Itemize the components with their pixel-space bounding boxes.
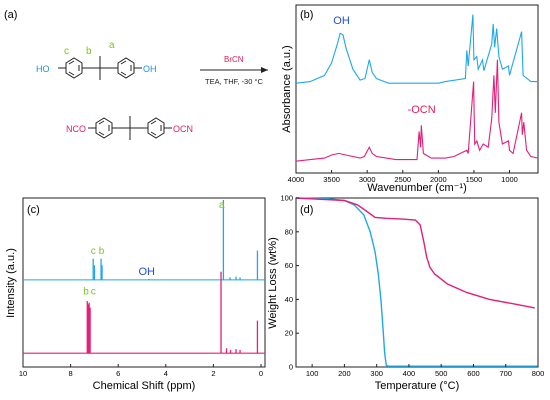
panel-c-xtick-label-5: 0 xyxy=(259,369,263,378)
panel-b-xtick-label-1: 3500 xyxy=(323,175,340,184)
panel-c-annotation-3: a xyxy=(219,200,225,211)
panel-b-label: (b) xyxy=(300,9,313,21)
panel-d: (d) 100 200 300 400 500 600 700 800 0 20 40 60 80 10… xyxy=(267,194,544,393)
reactant-ring-left xyxy=(65,57,83,79)
product-ring-right xyxy=(147,117,165,139)
panel-d-ytick-label-0: 0 xyxy=(289,363,293,372)
panel-a: (a) HO OH c b a BrCN TEA, THF, -30 °C xyxy=(4,9,268,140)
panel-d-ytick-label-5: 100 xyxy=(280,194,293,203)
panel-d-xtick-label-6: 700 xyxy=(499,369,512,378)
panel-b-ylabel: Absorbance (a.u.) xyxy=(281,45,293,132)
panel-c-xtick-label-1: 8 xyxy=(69,369,73,378)
panel-c-frame xyxy=(22,197,266,368)
panel-b-xtick-label-3: 2500 xyxy=(394,175,411,184)
panel-c-annotation-5: c xyxy=(91,287,96,298)
nco-group-left: NCO xyxy=(66,124,86,134)
panel-d-xtick-label-7: 800 xyxy=(532,369,545,378)
panel-b-xtick-label-0: 4000 xyxy=(288,175,305,184)
panel-d-frame xyxy=(295,197,539,368)
panel-b-series xyxy=(295,14,539,162)
ho-group-left: HO xyxy=(36,64,50,74)
panel-b-xtick-label-5: 1500 xyxy=(466,175,483,184)
site-label-a: a xyxy=(109,40,115,51)
panel-d-xtick-label-4: 500 xyxy=(435,369,448,378)
panel-c-annotation-0: c xyxy=(91,246,96,257)
panel-d-series xyxy=(295,197,538,367)
panel-c-annotation-2: OH xyxy=(139,266,156,278)
reactant-structure xyxy=(58,56,142,80)
panel-d-xtick-label-1: 200 xyxy=(338,369,351,378)
panel-c-annotation-1: b xyxy=(99,246,105,257)
panel-c-xtick-label-2: 6 xyxy=(116,369,120,378)
product-structure xyxy=(88,116,172,140)
panel-d-xlabel: Temperature (°C) xyxy=(375,380,459,392)
ocn-group-right: OCN xyxy=(173,124,193,134)
panel-c-xtick-label-3: 4 xyxy=(164,369,168,378)
panel-d-ylabel: Weight Loss (wt%) xyxy=(267,237,279,329)
panel-b-xtick-label-4: 2000 xyxy=(430,175,447,184)
panel-d-x-ticks: 100 200 300 400 500 600 700 800 xyxy=(306,364,544,378)
panel-a-label: (a) xyxy=(4,9,17,21)
panel-c-xtick-label-0: 10 xyxy=(19,369,27,378)
panel-b-series-0 xyxy=(295,14,538,84)
site-label-b: b xyxy=(86,46,92,57)
product-ring-left xyxy=(95,117,113,139)
panel-d-ytick-label-3: 60 xyxy=(285,261,293,270)
panel-d-xtick-label-3: 400 xyxy=(403,369,416,378)
panel-c-xtick-label-4: 2 xyxy=(211,369,215,378)
panel-d-label: (d) xyxy=(300,204,313,216)
panel-b-x-ticks: 4000 3500 3000 2500 2000 1500 1000 xyxy=(288,170,518,184)
panel-d-series-0 xyxy=(295,197,538,367)
panel-b-annotations: OH -OCN xyxy=(333,15,435,116)
panel-c-series xyxy=(23,200,265,354)
panel-d-ytick-label-2: 40 xyxy=(285,295,293,304)
panel-b-annotation-1: -OCN xyxy=(408,104,436,116)
panel-b-xtick-label-6: 1000 xyxy=(501,175,518,184)
panel-d-y-ticks: 0 20 40 60 80 100 xyxy=(280,194,299,372)
panel-c-ylabel: Intensity (a.u.) xyxy=(5,248,17,318)
panel-b-frame xyxy=(295,4,539,174)
reagent-label: BrCN xyxy=(224,55,244,64)
site-label-c: c xyxy=(64,46,69,57)
panel-b-xlabel: Wavenumber (cm⁻¹) xyxy=(367,182,467,194)
panel-b-series-1 xyxy=(295,59,539,162)
panel-d-xtick-label-5: 600 xyxy=(467,369,480,378)
panel-d-ytick-label-4: 80 xyxy=(285,227,293,236)
panel-c-xlabel: Chemical Shift (ppm) xyxy=(93,380,196,392)
panel-c-label: (c) xyxy=(27,204,40,216)
oh-group-right: OH xyxy=(143,64,157,74)
panel-d-xtick-label-0: 100 xyxy=(306,369,319,378)
panel-d-series-1 xyxy=(295,197,535,309)
panel-b: (b) 4000 3500 3000 2500 2000 1500 1000 OH-OCN … xyxy=(281,4,539,194)
panel-d-xtick-label-2: 300 xyxy=(370,369,383,378)
conditions-label: TEA, THF, -30 °C xyxy=(205,77,263,86)
panel-b-annotation-0: OH xyxy=(333,15,350,27)
reactant-ring-right xyxy=(117,57,135,79)
panel-c-annotation-4: b xyxy=(83,287,89,298)
panel-c-x-ticks: 10 8 6 4 2 0 xyxy=(19,364,263,378)
panel-b-xtick-label-2: 3000 xyxy=(359,175,376,184)
panel-d-ytick-label-1: 20 xyxy=(285,329,293,338)
